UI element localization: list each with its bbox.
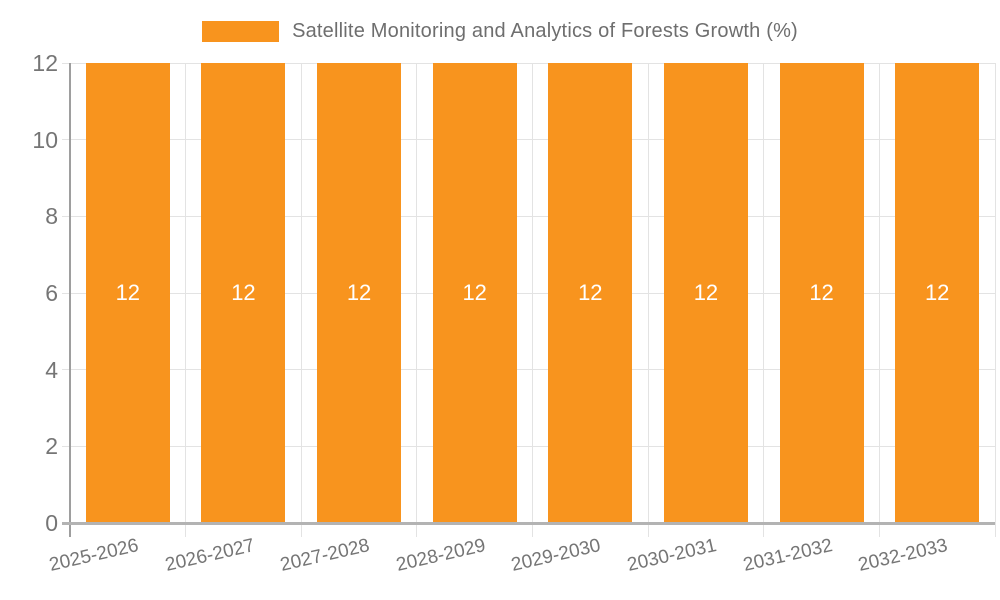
x-gridline bbox=[647, 63, 649, 523]
x-axis-line bbox=[62, 522, 995, 525]
x-tick-label: 2028-2029 bbox=[394, 535, 488, 576]
x-gridline bbox=[300, 63, 302, 523]
bar-value-label: 12 bbox=[693, 280, 719, 305]
x-tick bbox=[300, 523, 302, 537]
bar[interactable] bbox=[85, 63, 170, 523]
bar[interactable] bbox=[895, 63, 980, 523]
y-gridline bbox=[62, 369, 995, 371]
legend-swatch bbox=[202, 21, 280, 42]
y-gridline bbox=[62, 139, 995, 141]
bar-value-label: 12 bbox=[346, 280, 372, 305]
y-gridline bbox=[62, 445, 995, 447]
bar-value-label: 12 bbox=[231, 280, 256, 305]
bar[interactable] bbox=[201, 63, 286, 523]
x-tick-label: 2031-2032 bbox=[741, 535, 835, 576]
x-tick bbox=[185, 523, 187, 537]
bar-value-label: 12 bbox=[809, 280, 834, 305]
x-tick-label: 2026-2027 bbox=[162, 535, 257, 576]
y-tick-label: 10 bbox=[32, 126, 58, 153]
legend: Satellite Monitoring and Analytics of Fo… bbox=[0, 20, 1000, 43]
y-gridline bbox=[62, 292, 995, 294]
x-gridline bbox=[185, 63, 187, 523]
y-tick-label: 8 bbox=[45, 203, 58, 230]
y-gridline bbox=[62, 215, 995, 217]
x-tick bbox=[878, 523, 880, 537]
x-gridline bbox=[763, 63, 765, 523]
x-tick bbox=[994, 523, 996, 537]
bar[interactable] bbox=[663, 63, 748, 523]
legend-item[interactable]: Satellite Monitoring and Analytics of Fo… bbox=[202, 20, 798, 43]
bar[interactable] bbox=[548, 63, 633, 523]
x-tick bbox=[647, 523, 649, 537]
bar[interactable] bbox=[432, 63, 517, 523]
bar-value-label: 12 bbox=[462, 280, 487, 305]
x-tick-label: 2025-2026 bbox=[47, 535, 141, 576]
bar-value-label: 12 bbox=[115, 280, 141, 305]
bar[interactable] bbox=[317, 63, 402, 523]
y-tick-label: 0 bbox=[45, 510, 58, 536]
x-gridline bbox=[878, 63, 880, 523]
y-tick-label: 6 bbox=[45, 280, 58, 306]
x-gridline bbox=[994, 63, 996, 523]
x-gridline bbox=[416, 63, 418, 523]
plot-area: 12 12 12 12 12 12 12 12 bbox=[62, 62, 996, 537]
x-gridline bbox=[532, 63, 533, 523]
x-tick-label: 2029-2030 bbox=[509, 535, 604, 576]
x-tick bbox=[532, 523, 533, 537]
y-tick-label: 12 bbox=[32, 50, 58, 76]
bar-value-label: 12 bbox=[924, 280, 950, 305]
y-gridline bbox=[62, 62, 995, 64]
bar[interactable] bbox=[779, 63, 864, 523]
y-tick-label: 4 bbox=[45, 356, 58, 383]
y-tick-label: 2 bbox=[45, 433, 58, 460]
x-tick-label: 2027-2028 bbox=[278, 535, 372, 576]
x-tick-label: 2030-2031 bbox=[625, 535, 719, 576]
y-axis-line bbox=[69, 63, 71, 537]
x-tick-label: 2032-2033 bbox=[856, 535, 950, 576]
x-tick bbox=[416, 523, 418, 537]
legend-label: Satellite Monitoring and Analytics of Fo… bbox=[292, 20, 798, 42]
bar-value-label: 12 bbox=[578, 280, 603, 305]
x-tick bbox=[763, 523, 765, 537]
